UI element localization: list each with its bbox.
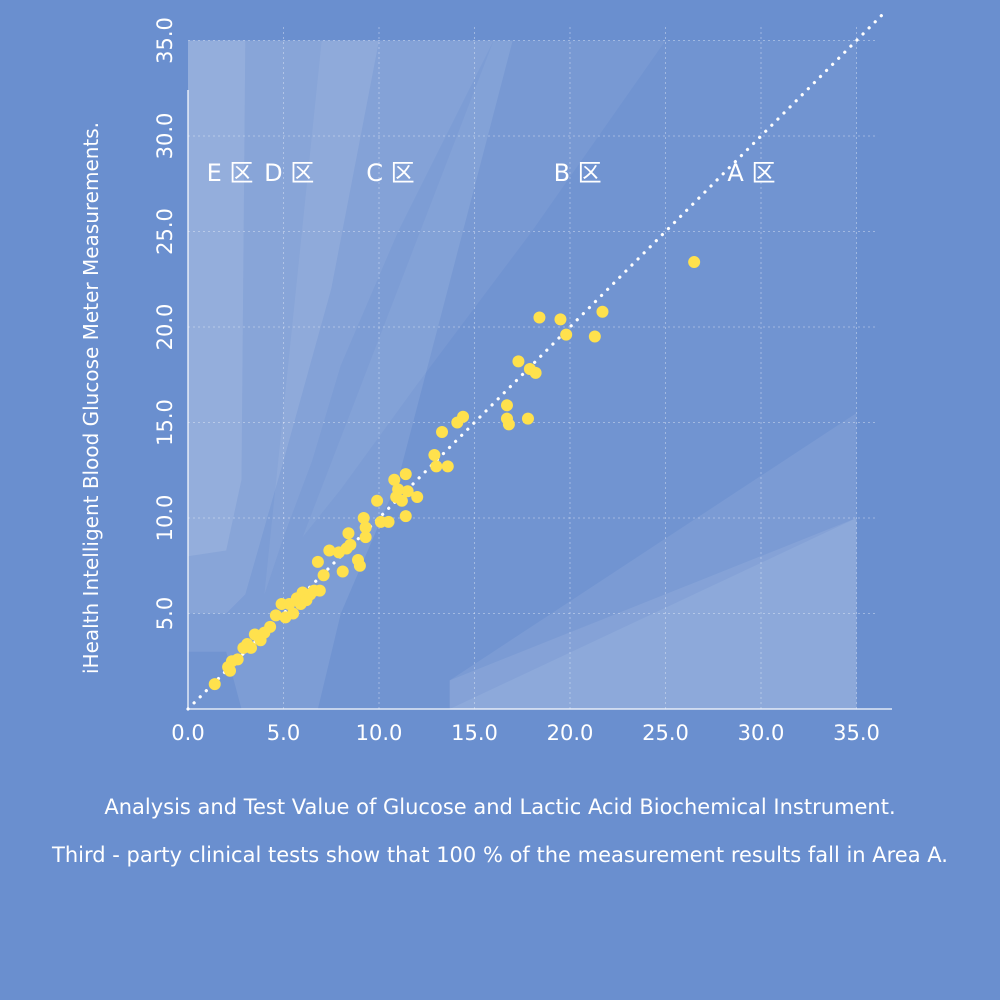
data-point [500,399,513,412]
data-point [596,305,609,318]
data-point [399,468,412,481]
y-tick-label: 25.0 [153,208,177,255]
data-point [436,426,449,439]
data-point [512,355,525,368]
x-tick-label: 25.0 [642,721,689,745]
grid-lines [188,26,877,709]
data-point [287,607,300,620]
zone-band-e-inner [188,40,246,557]
data-point [382,515,395,528]
x-tick-label: 5.0 [267,721,300,745]
zone-band-b [302,40,666,538]
zone-band-c [264,40,494,595]
caption-line-2: Third - party clinical tests show that 1… [52,843,948,867]
zone-label: C 区 [366,159,414,187]
data-point [371,494,384,507]
x-tick-label: 20.0 [547,721,594,745]
axes [187,90,892,710]
data-point [388,473,401,486]
data-point [264,620,277,633]
data-point [323,544,336,557]
zone-band-e [188,40,513,709]
y-tick-label: 30.0 [153,113,177,160]
y-axis-title: iHealth Intelligent Blood Glucose Meter … [79,122,103,674]
data-point [317,569,330,582]
x-tick-label: 0.0 [171,721,204,745]
x-tick-label: 15.0 [451,721,498,745]
zone-label: A 区 [727,159,775,187]
zone-band-d [188,40,379,614]
y-tick-label: 35.0 [153,17,177,64]
y-tick-label: 10.0 [153,495,177,542]
y-tick-label: 5.0 [153,597,177,630]
data-point [359,521,372,534]
data-point [533,311,546,324]
data-point [313,584,326,597]
data-point [342,527,355,540]
y-tick-label: 20.0 [153,304,177,351]
data-point [231,653,244,666]
data-point [401,485,414,498]
data-point [430,460,443,473]
zone-label: D 区 [264,159,314,187]
data-point [208,678,221,691]
data-point [688,256,701,269]
data-point [392,483,405,496]
x-tick-label: 10.0 [356,721,403,745]
data-point [502,418,515,431]
data-point [560,328,573,341]
data-point [411,490,424,503]
data-point [359,531,372,544]
caption-line-1: Analysis and Test Value of Glucose and L… [104,795,896,819]
data-point [428,448,441,461]
data-point [395,494,408,507]
y-tick-label: 15.0 [153,399,177,446]
data-point [588,330,601,343]
x-tick-label: 35.0 [833,721,880,745]
data-point [357,512,370,524]
data-point [224,664,237,677]
data-point [353,559,366,572]
zone-label: B 区 [554,159,602,187]
data-point [245,641,258,654]
x-tick-label: 30.0 [738,721,785,745]
data-point [399,510,412,523]
zone-band-lower-1 [241,518,857,709]
data-point [457,410,470,423]
zone-band-lower-2 [317,412,857,709]
data-point [269,609,282,622]
data-point [336,565,349,578]
zone-label: E 区 [207,159,254,187]
data-point [344,538,357,551]
data-point [529,366,542,379]
zone-band-lower-3 [449,518,857,709]
data-point [311,555,324,568]
data-point [554,313,567,326]
data-point [521,412,534,425]
data-point [441,460,454,473]
data-points [208,256,701,691]
tick-labels: 0.0 5.0 10.0 15.0 20.0 25.0 30.0 35.0 5.0 10.0 15.… [153,17,880,745]
